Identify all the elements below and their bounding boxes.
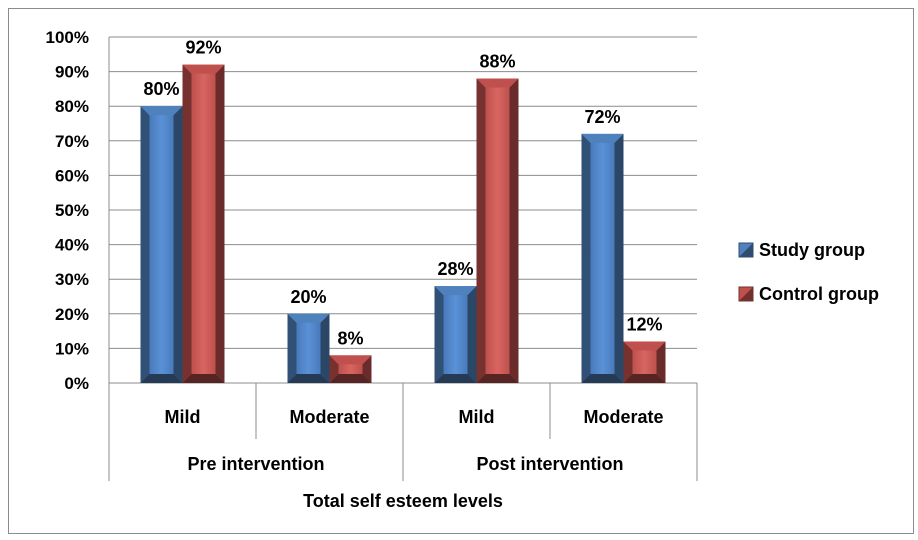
bar-right-bevel	[510, 79, 519, 383]
bar	[582, 134, 624, 383]
x-axis-title: Total self esteem levels	[303, 491, 503, 511]
bar	[435, 286, 477, 383]
category-label: Mild	[165, 407, 201, 427]
y-tick-label: 10%	[55, 339, 89, 358]
y-tick-label: 70%	[55, 132, 89, 151]
bar	[141, 106, 183, 383]
y-tick-label: 30%	[55, 270, 89, 289]
y-tick-label: 20%	[55, 305, 89, 324]
y-tick-label: 40%	[55, 236, 89, 255]
data-label: 12%	[626, 314, 662, 334]
legend-label: Control group	[759, 284, 879, 304]
data-label: 80%	[143, 79, 179, 99]
bar-left-bevel	[288, 314, 297, 383]
bar-right-bevel	[468, 286, 477, 383]
bar	[624, 341, 666, 383]
data-label: 28%	[437, 259, 473, 279]
bar-left-bevel	[435, 286, 444, 383]
y-tick-label: 60%	[55, 166, 89, 185]
bar	[288, 314, 330, 383]
legend-item: Control group	[739, 284, 879, 304]
y-tick-label: 0%	[64, 374, 89, 393]
bar-right-bevel	[615, 134, 624, 383]
bar	[183, 65, 225, 383]
chart-frame: 0% 10% 20% 30% 40% 50% 60% 70% 80% 90% 100% Mild Mo…	[8, 8, 914, 534]
bar-left-bevel	[183, 65, 192, 383]
data-label: 88%	[479, 52, 515, 72]
legend: Study group Control group	[739, 240, 879, 304]
legend-item: Study group	[739, 240, 865, 260]
bar-left-bevel	[141, 106, 150, 383]
y-tick-label: 90%	[55, 63, 89, 82]
data-label: 92%	[185, 38, 221, 58]
category-label: Mild	[459, 407, 495, 427]
bar	[477, 79, 519, 383]
bar-right-bevel	[216, 65, 225, 383]
y-tick-label: 100%	[46, 28, 89, 47]
y-tick-label: 80%	[55, 97, 89, 116]
bar-chart: 0% 10% 20% 30% 40% 50% 60% 70% 80% 90% 100% Mild Mo…	[9, 9, 915, 535]
bar-right-bevel	[174, 106, 183, 383]
data-label: 8%	[337, 328, 363, 348]
data-label: 72%	[584, 107, 620, 127]
y-tick-label: 50%	[55, 201, 89, 220]
legend-label: Study group	[759, 240, 865, 260]
bar	[330, 355, 372, 383]
data-label: 20%	[290, 287, 326, 307]
bar-left-bevel	[582, 134, 591, 383]
category-label: Moderate	[583, 407, 663, 427]
group-label: Pre intervention	[187, 454, 324, 474]
bar-left-bevel	[477, 79, 486, 383]
category-label: Moderate	[289, 407, 369, 427]
group-label: Post intervention	[476, 454, 623, 474]
bar-right-bevel	[321, 314, 330, 383]
